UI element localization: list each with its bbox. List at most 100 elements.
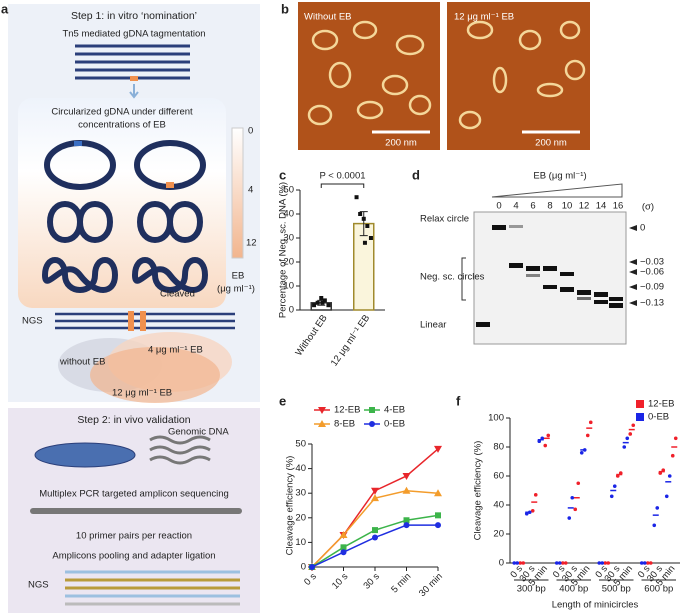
label: 10 primer pairs per reaction xyxy=(76,531,192,542)
point xyxy=(537,439,542,444)
legend-label: 12-EB xyxy=(648,399,674,410)
arrow xyxy=(129,84,139,99)
lane-label: 10 xyxy=(562,201,573,212)
label: Cleaved xyxy=(160,289,195,300)
point xyxy=(664,494,669,499)
gel-label: Neg. sc. circles xyxy=(420,272,485,283)
y-axis-label: Cleavage efficiency (%) xyxy=(473,441,484,541)
point xyxy=(533,493,538,497)
point xyxy=(543,443,548,448)
point xyxy=(540,436,545,441)
legend-swatch xyxy=(636,400,644,408)
marker xyxy=(434,445,442,453)
point xyxy=(648,561,653,565)
bracket xyxy=(320,183,365,188)
y-tick-label: 30 xyxy=(295,488,306,499)
y-tick-label: 10 xyxy=(295,537,306,548)
panel-label: e xyxy=(279,393,286,408)
lane-label: 8 xyxy=(547,201,552,212)
point xyxy=(625,436,630,441)
label: Circularized gDNA under different xyxy=(51,107,193,118)
legend-label: 8-EB xyxy=(334,419,355,430)
gel-title: EB (μg ml⁻¹) xyxy=(533,171,586,182)
colorbar-label: (μg ml⁻¹) xyxy=(217,284,255,295)
marker xyxy=(339,531,348,539)
point xyxy=(658,471,663,475)
point xyxy=(615,474,620,478)
point xyxy=(322,298,327,303)
genomic-dna xyxy=(149,435,211,465)
label: NGS xyxy=(28,580,49,591)
lane-label: 16 xyxy=(613,201,624,212)
venn xyxy=(90,347,220,403)
point xyxy=(600,561,605,565)
afm-image xyxy=(298,2,440,150)
gel-label: Linear xyxy=(420,320,446,331)
panel-a: a Step 1: in vitro ‘nomination’ Tn5 medi… xyxy=(1,1,260,613)
point xyxy=(512,561,517,565)
x-axis-label: Length of minicircles xyxy=(552,600,639,611)
gel-right-label: −0.13 xyxy=(640,298,664,309)
x-tick-label: 10 s xyxy=(330,571,351,592)
point xyxy=(603,561,608,565)
marker xyxy=(372,534,378,541)
gel-right-label: −0.03 xyxy=(640,257,664,268)
label: concentrations of EB xyxy=(78,120,166,131)
point xyxy=(361,216,366,221)
point xyxy=(609,494,614,499)
arrowhead xyxy=(629,225,637,231)
dish xyxy=(34,442,136,468)
colorbar-label: EB xyxy=(232,271,245,282)
point xyxy=(652,523,657,528)
y-tick-label: 20 xyxy=(493,529,504,540)
marker xyxy=(403,517,410,524)
point xyxy=(546,433,551,438)
y-tick-label: 10 xyxy=(283,281,294,292)
point xyxy=(673,436,678,441)
label: Tn5 mediated gDNA tagmentation xyxy=(62,29,205,40)
y-tick-label: 60 xyxy=(493,471,504,482)
arrowhead xyxy=(629,300,637,306)
colorbar-tick: 4 xyxy=(248,185,253,196)
point xyxy=(618,471,623,475)
x-tick-label: Without EB xyxy=(293,313,329,358)
point xyxy=(631,423,636,428)
lane-label: 4 xyxy=(513,201,518,212)
y-axis-label: Percentage of Neg. sc. DNA (%) xyxy=(278,182,289,318)
legend-label: 0-EB xyxy=(384,419,405,430)
arrowhead xyxy=(629,284,637,290)
legend-label: 4-EB xyxy=(384,405,405,416)
point xyxy=(622,445,627,449)
point xyxy=(582,448,587,452)
arrowhead xyxy=(629,259,637,265)
reads xyxy=(65,570,240,606)
legend-label: 0-EB xyxy=(648,412,669,423)
colorbar-tick: 12 xyxy=(246,238,257,249)
point xyxy=(524,511,529,516)
marker xyxy=(402,472,411,480)
point xyxy=(326,303,331,308)
y-tick-label: 80 xyxy=(493,442,504,453)
group-label: 300 bp xyxy=(517,584,546,595)
lane-label: 0 xyxy=(496,201,501,212)
gel xyxy=(473,211,627,345)
point xyxy=(362,240,367,245)
site xyxy=(74,141,82,146)
error-bar xyxy=(359,211,368,237)
point xyxy=(645,561,650,565)
y-tick-label: 30 xyxy=(283,233,294,244)
x-tick-label: 12 μg ml⁻¹ EB xyxy=(329,313,372,369)
point xyxy=(576,481,581,486)
group-label: 400 bp xyxy=(559,584,588,595)
y-tick-label: 40 xyxy=(283,209,294,220)
point xyxy=(521,561,526,565)
bands xyxy=(476,225,623,327)
point xyxy=(515,561,520,565)
label: NGS xyxy=(22,316,43,327)
point xyxy=(567,516,572,520)
point xyxy=(557,561,562,565)
point xyxy=(554,561,559,565)
marker xyxy=(318,420,326,427)
marker xyxy=(340,544,347,551)
gel-label: Relax circle xyxy=(420,214,469,225)
